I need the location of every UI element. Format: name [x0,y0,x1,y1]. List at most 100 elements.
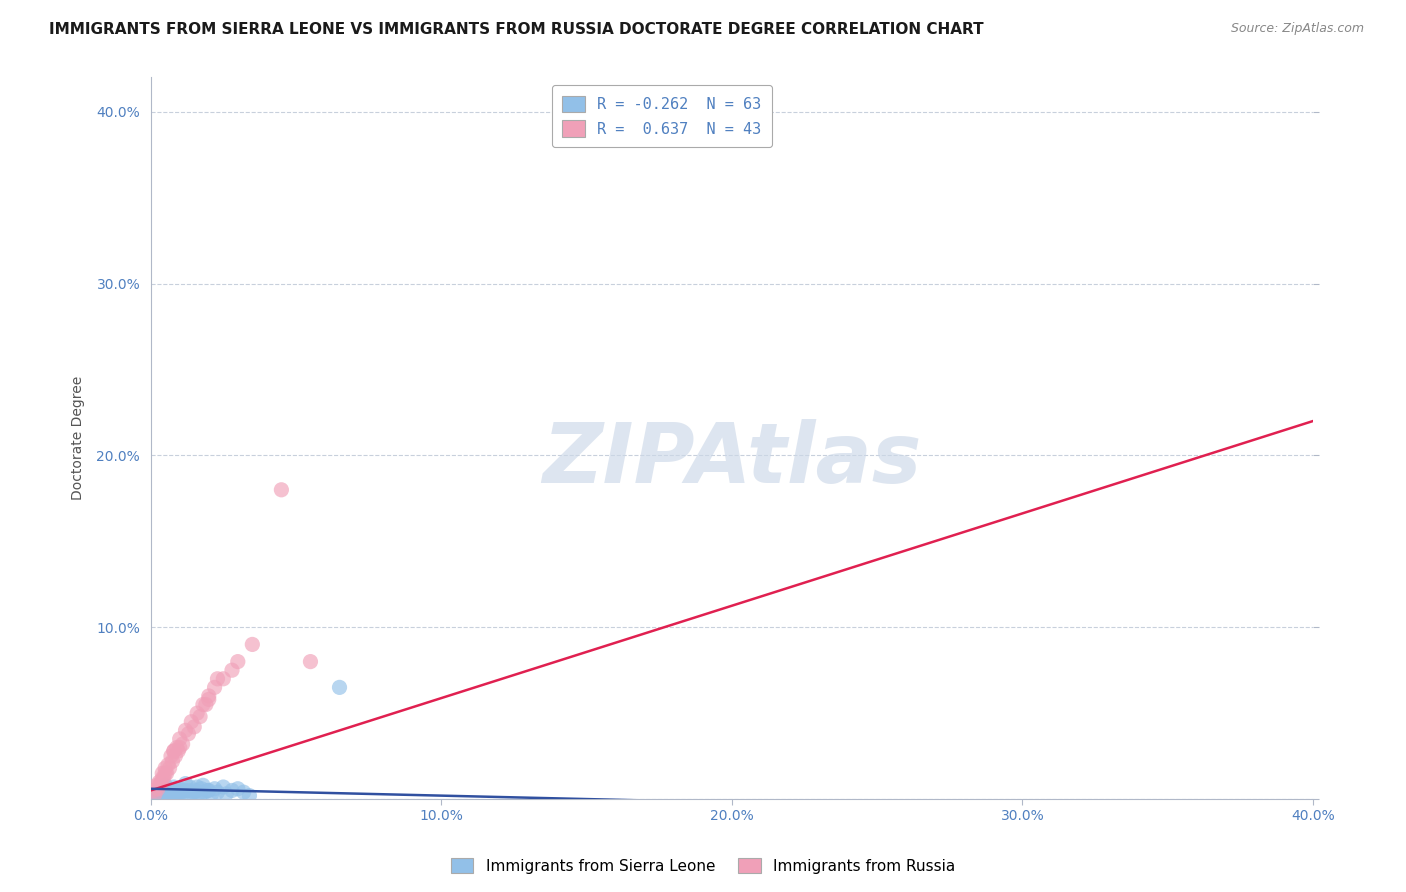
Point [172,787,194,801]
Point [172,737,194,751]
Point [163,780,186,794]
Point [212,780,235,794]
Point [191,698,214,712]
Point [165,749,187,764]
Point [157,787,180,801]
Point [299,655,322,669]
Point [145,778,167,792]
Point [162,785,184,799]
Point [232,785,254,799]
Point [143,787,166,801]
Point [166,785,188,799]
Point [148,783,170,797]
Point [146,789,169,803]
Point [165,787,187,801]
Point [157,787,180,801]
Text: ZIPAtlas: ZIPAtlas [543,419,921,500]
Point [169,731,191,746]
Y-axis label: Doctorate Degree: Doctorate Degree [72,376,86,500]
Point [150,766,173,780]
Point [169,781,191,796]
Point [186,780,208,794]
Point [167,744,190,758]
Point [186,706,208,721]
Point [166,740,188,755]
Point [207,785,229,799]
Point [153,781,176,796]
Point [146,790,169,805]
Point [197,783,219,797]
Point [148,778,170,792]
Point [195,783,218,797]
Point [184,783,207,797]
Point [270,483,292,497]
Point [180,714,202,729]
Point [212,672,235,686]
Point [173,783,195,797]
Point [190,781,212,796]
Point [152,781,174,796]
Point [143,787,166,801]
Point [204,781,226,796]
Point [197,689,219,703]
Point [177,783,200,797]
Point [166,787,188,801]
Point [156,766,179,780]
Point [169,740,191,755]
Point [150,772,173,786]
Point [157,757,180,772]
Text: Source: ZipAtlas.com: Source: ZipAtlas.com [1230,22,1364,36]
Point [187,787,209,801]
Point [160,783,183,797]
Point [152,789,174,803]
Point [148,775,170,789]
Point [163,744,186,758]
Point [221,783,243,797]
Point [207,672,229,686]
Point [181,785,204,799]
Point [142,783,165,797]
Point [328,681,350,695]
Point [160,783,183,797]
Point [174,723,197,738]
Point [179,780,201,794]
Point [188,789,211,803]
Point [142,789,165,803]
Point [149,776,172,790]
Point [150,785,173,799]
Point [149,781,172,796]
Point [226,655,249,669]
Text: IMMIGRANTS FROM SIERRA LEONE VS IMMIGRANTS FROM RUSSIA DOCTORATE DEGREE CORRELAT: IMMIGRANTS FROM SIERRA LEONE VS IMMIGRAN… [49,22,984,37]
Point [167,781,190,796]
Point [163,785,186,799]
Point [145,783,167,797]
Legend: R = -0.262  N = 63, R =  0.637  N = 43: R = -0.262 N = 63, R = 0.637 N = 43 [551,85,772,147]
Point [156,787,179,801]
Point [159,783,181,797]
Point [176,787,198,801]
Point [188,709,211,723]
Point [194,698,217,712]
Point [152,772,174,786]
Point [238,789,260,803]
Point [197,692,219,706]
Point [177,727,200,741]
Point [170,785,193,799]
Point [141,790,163,805]
Point [193,785,215,799]
Point [148,785,170,799]
Point [226,781,249,796]
Point [163,744,186,758]
Point [149,787,172,801]
Point [142,789,165,803]
Point [150,789,173,803]
Point [145,785,167,799]
Point [143,787,166,801]
Point [156,783,179,797]
Point [160,749,183,764]
Point [159,761,181,775]
Point [153,778,176,792]
Point [201,787,224,801]
Point [183,720,205,734]
Point [183,785,205,799]
